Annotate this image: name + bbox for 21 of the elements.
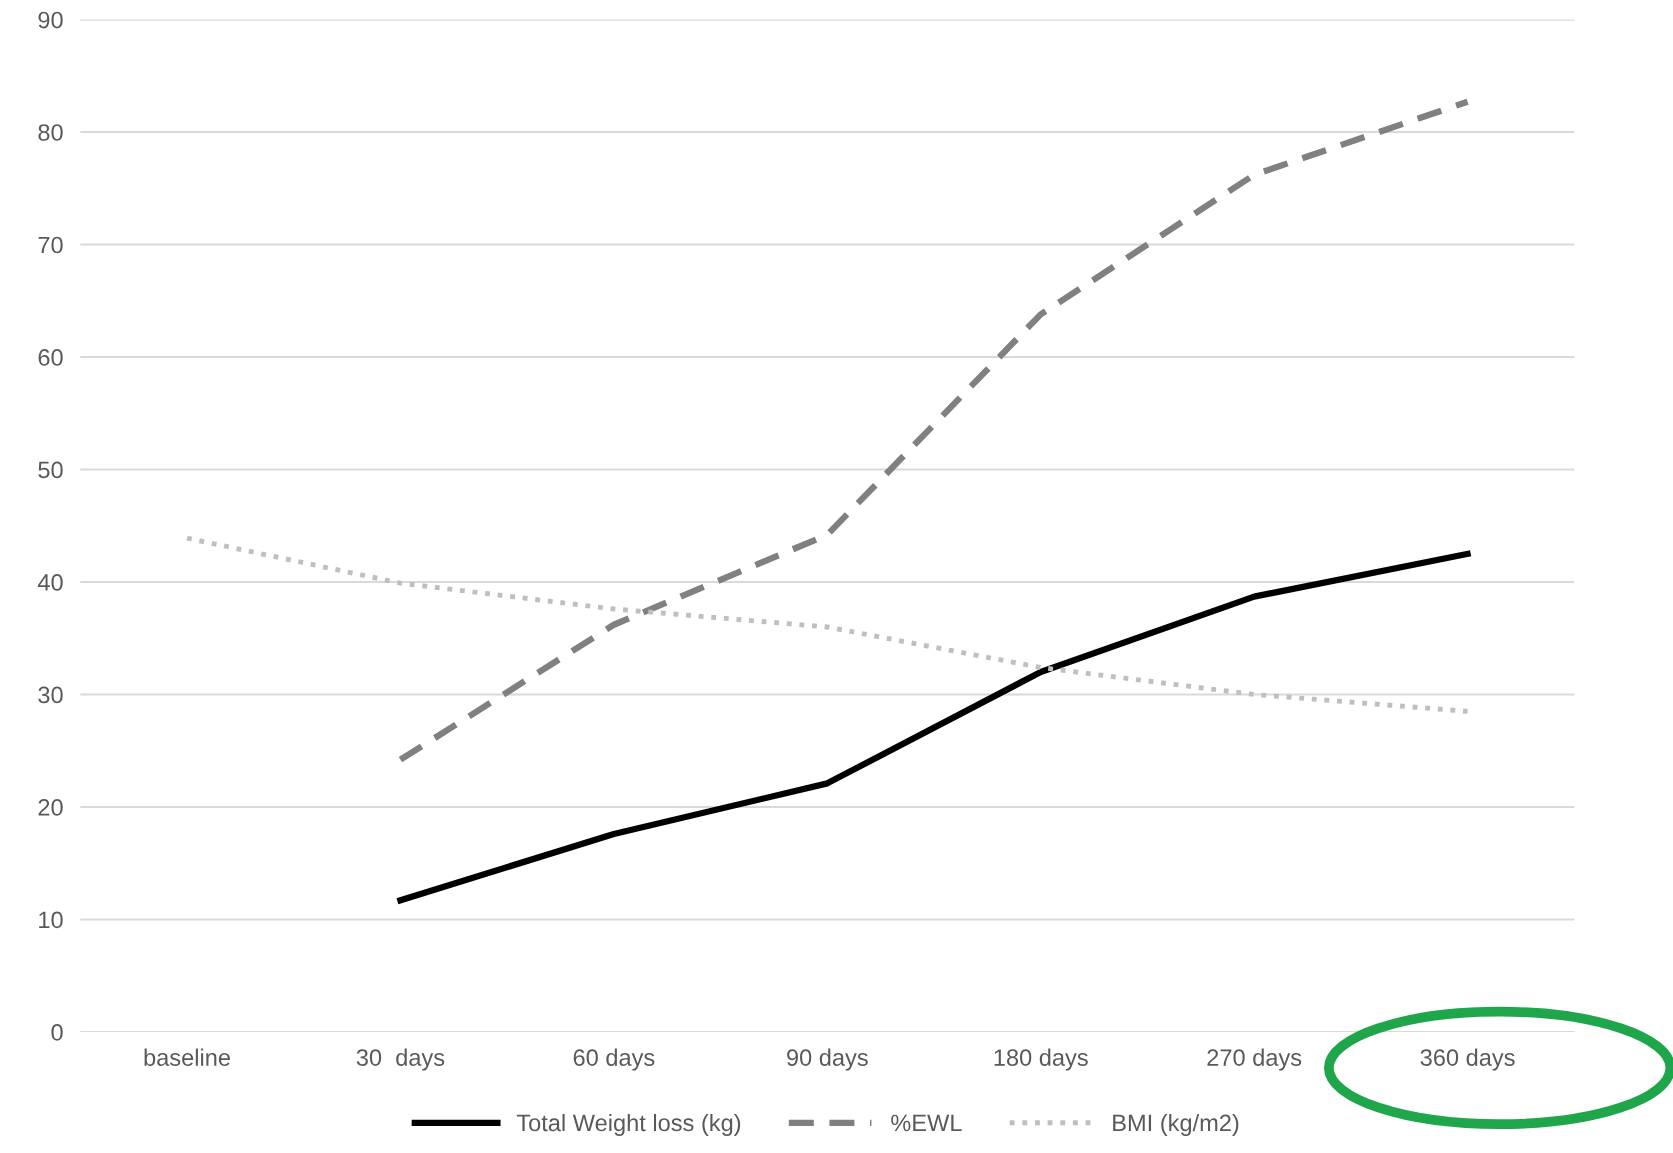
x-tick-label: 360 days xyxy=(1420,1048,1515,1071)
x-tick-label: 270 days xyxy=(1207,1048,1302,1071)
y-tick-label: 0 xyxy=(51,1024,63,1041)
y-tick-label: 60 xyxy=(38,349,63,366)
legend-label: BMI (kg/m2) xyxy=(1113,1113,1239,1136)
y-tick-label: 40 xyxy=(37,574,63,591)
y-tick-label: 20 xyxy=(38,799,63,816)
legend-label: Total Weight loss (kg) xyxy=(516,1113,741,1136)
x-tick-label: 60 days xyxy=(573,1048,655,1071)
y-tick-label: 80 xyxy=(38,124,63,141)
line-series xyxy=(184,535,1471,714)
legend-label: %EWL xyxy=(891,1114,962,1132)
y-tick-label: 50 xyxy=(38,461,63,479)
x-tick-label: 30 days xyxy=(356,1048,445,1071)
y-tick-label: 70 xyxy=(38,236,63,254)
y-tick-label: 10 xyxy=(39,911,63,929)
x-tick-label: baseline xyxy=(144,1048,230,1066)
x-tick-label: 90 days xyxy=(787,1048,868,1071)
y-tick-label: 90 xyxy=(38,11,63,29)
y-tick-label: 30 xyxy=(38,686,63,704)
x-tick-label: 180 days xyxy=(994,1048,1088,1071)
